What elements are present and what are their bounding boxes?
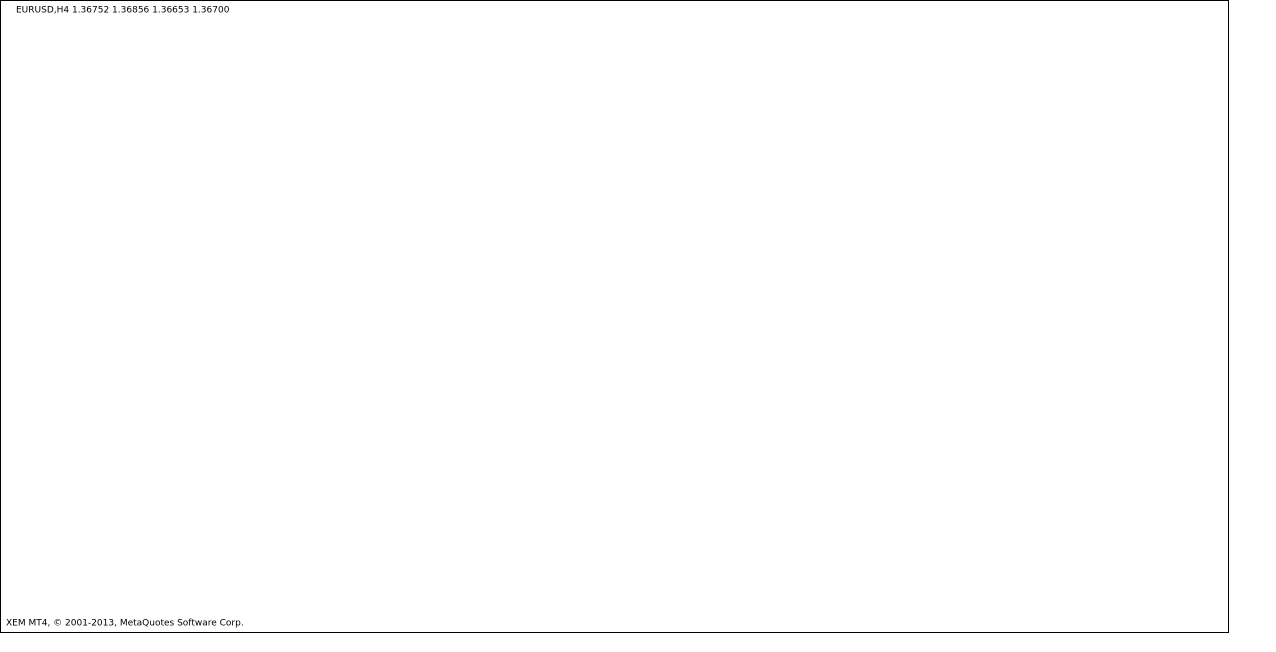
chart-title: EURUSD,H4 1.36752 1.36856 1.36653 1.3670… <box>16 6 230 16</box>
plot-frame <box>0 0 1229 633</box>
copyright: XEM MT4, © 2001-2013, MetaQuotes Softwar… <box>6 619 244 629</box>
